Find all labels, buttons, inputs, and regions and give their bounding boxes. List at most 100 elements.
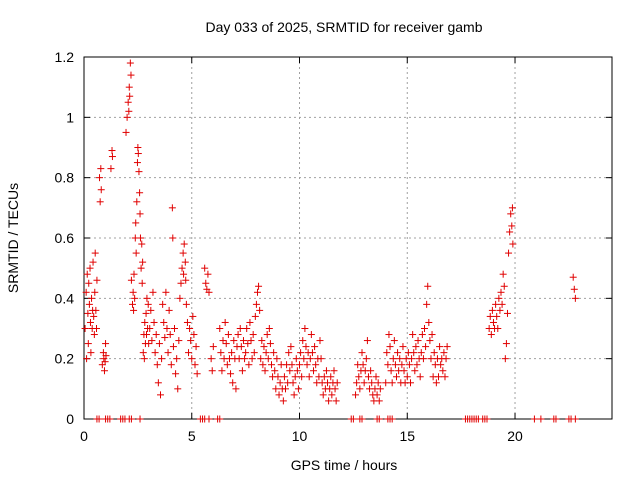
data-point [300, 355, 308, 363]
grid-layer [84, 57, 612, 419]
data-point [288, 361, 296, 369]
data-point [406, 379, 414, 387]
tick-layer [83, 56, 612, 420]
data-point [305, 373, 313, 381]
data-point [249, 331, 257, 339]
data-point [97, 186, 105, 194]
data-point [201, 264, 209, 272]
data-point [422, 343, 430, 351]
data-point [486, 312, 494, 320]
data-point [502, 340, 510, 348]
data-point [245, 361, 253, 369]
data-point [360, 379, 368, 387]
data-point [265, 325, 273, 332]
data-point [182, 300, 190, 308]
x-tick-label: 15 [399, 428, 415, 444]
data-point-zero [349, 415, 357, 423]
data-point [497, 288, 505, 296]
data-point [392, 373, 400, 381]
data-point [394, 349, 402, 357]
data-point-zero [483, 415, 491, 423]
data-point [488, 306, 496, 314]
data-point [150, 318, 158, 326]
data-point [569, 273, 577, 281]
data-point [418, 331, 426, 339]
data-point [168, 204, 176, 212]
y-tick-label: 0.2 [55, 351, 75, 367]
data-point [165, 306, 173, 314]
data-point [182, 276, 190, 284]
data-point [148, 337, 156, 345]
data-point [389, 355, 397, 363]
data-point [500, 282, 508, 290]
data-point [352, 391, 360, 399]
y-tick-label: 0.6 [55, 230, 75, 246]
data-point [97, 165, 105, 173]
data-point [185, 349, 193, 357]
data-point [408, 355, 416, 363]
data-point [430, 349, 438, 357]
data-point [419, 355, 427, 363]
y-tick-label: 1 [66, 109, 74, 125]
data-point [398, 361, 406, 369]
data-point [84, 340, 92, 348]
data-point [307, 331, 315, 339]
data-point [298, 373, 306, 381]
data-point-zero [530, 415, 538, 423]
data-point [308, 349, 316, 357]
data-point [421, 325, 429, 332]
data-point [144, 300, 152, 308]
data-point [234, 331, 242, 339]
data-point [101, 358, 109, 366]
data-point [503, 309, 511, 317]
chart-title: Day 033 of 2025, SRMTID for receiver gam… [205, 19, 482, 35]
data-point [320, 373, 328, 381]
data-point [417, 349, 425, 357]
data-point [289, 379, 297, 387]
x-axis-label: GPS time / hours [291, 457, 398, 473]
data-point [499, 270, 507, 278]
data-point [219, 337, 227, 345]
data-point [368, 379, 376, 387]
data-point [489, 318, 497, 326]
data-point [85, 300, 93, 308]
data-point [169, 234, 177, 242]
data-point [386, 343, 394, 351]
data-point [498, 300, 506, 308]
data-point [276, 379, 284, 387]
data-point [96, 198, 104, 206]
data-point [91, 249, 99, 257]
data-point [252, 300, 260, 308]
data-point [107, 165, 115, 173]
data-point [84, 309, 92, 317]
data-point [372, 373, 380, 381]
data-point [229, 379, 237, 387]
data-point [382, 379, 390, 387]
data-point [96, 174, 104, 182]
data-point [311, 343, 319, 351]
y-tick-label: 0.8 [55, 170, 75, 186]
data-point [223, 361, 231, 369]
data-point [108, 147, 116, 155]
data-point [302, 343, 310, 351]
data-point [259, 361, 267, 369]
data-point [509, 240, 517, 248]
data-point [243, 325, 251, 332]
data-point [570, 285, 578, 293]
data-point [333, 379, 341, 387]
data-point [142, 331, 150, 339]
data-point [145, 340, 153, 348]
data-point [414, 337, 422, 345]
data-point [256, 306, 264, 314]
data-point [173, 355, 181, 363]
data-point [322, 367, 330, 375]
data-point [506, 228, 514, 236]
data-point [267, 361, 275, 369]
data-point [162, 288, 170, 296]
data-point [396, 355, 404, 363]
data-point [216, 325, 224, 332]
data-point [187, 337, 195, 345]
data-point-zero [537, 415, 545, 423]
data-point [362, 355, 370, 363]
